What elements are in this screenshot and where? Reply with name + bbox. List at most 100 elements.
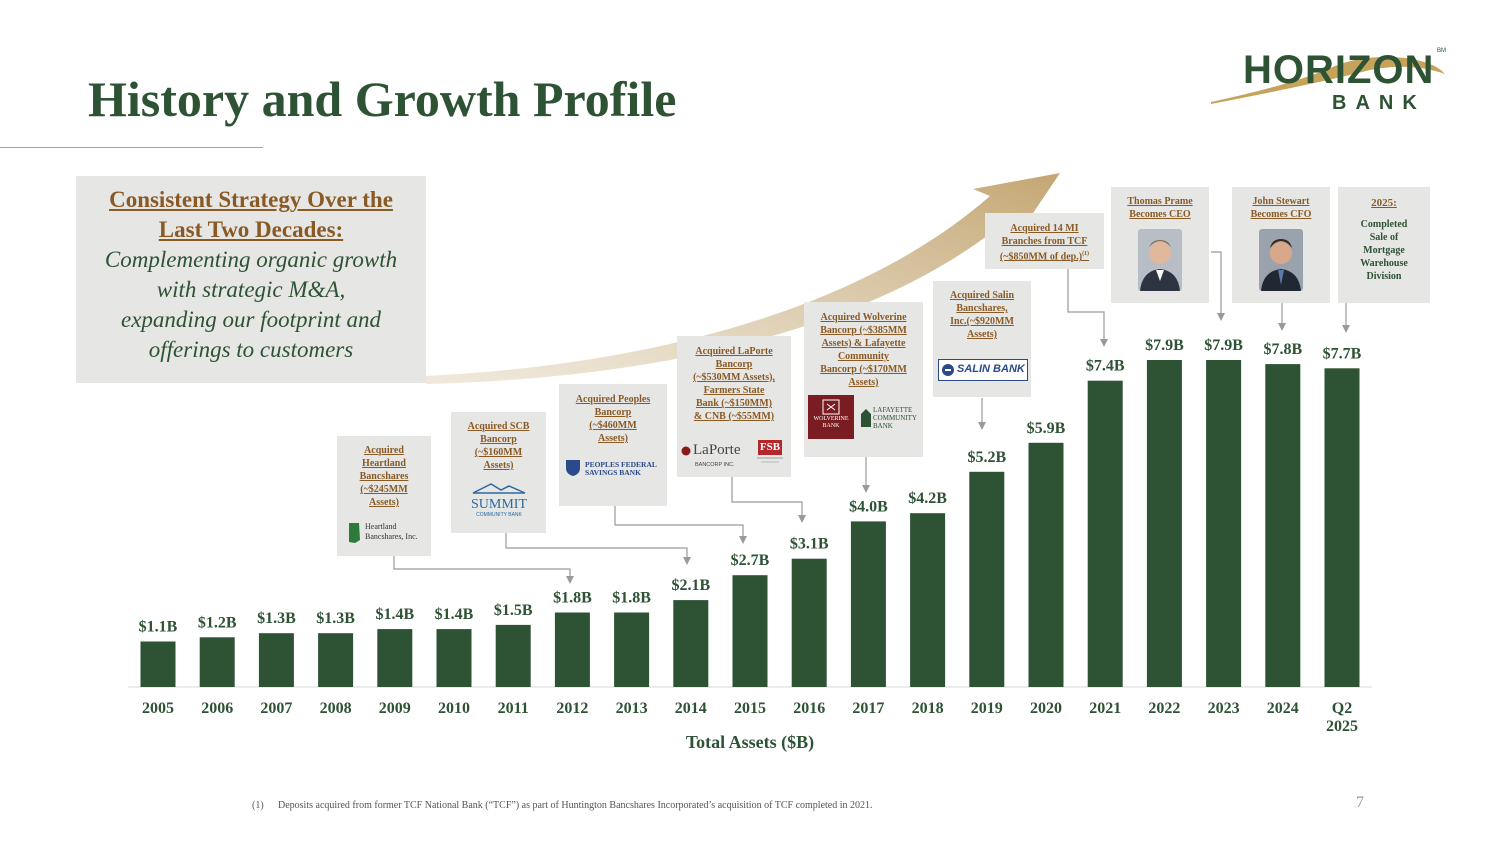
callout-line: John Stewart xyxy=(1252,196,1310,207)
callout-line: Assets) xyxy=(369,497,399,508)
callout-line: Assets) xyxy=(848,377,879,388)
bar-2012 xyxy=(554,612,590,687)
callout-scb: Acquired SCB Bancorp (~$160MM Assets) SU… xyxy=(451,412,546,533)
value-label: $1.5B xyxy=(494,602,533,619)
callout-text: Thomas Prame Becomes CEO xyxy=(1111,195,1209,221)
callout-text: Acquired Wolverine Bancorp (~$385MM Asse… xyxy=(804,311,923,389)
callout-line: Bancshares xyxy=(359,471,409,482)
value-label: $7.7B xyxy=(1323,345,1362,362)
callout-line: (~$530MM Assets), xyxy=(693,372,775,383)
strategy-heading-line-2: Last Two Decades: xyxy=(158,217,344,242)
value-label: $5.9B xyxy=(1027,420,1066,437)
x-tick-label: 2008 xyxy=(320,700,352,717)
callout-line: Bancorp xyxy=(480,434,517,445)
callout-line: Assets) xyxy=(483,460,514,471)
x-tick-label: 2007 xyxy=(260,700,292,717)
callout-line: (~$160MM xyxy=(474,447,523,458)
x-tick-label: 2015 xyxy=(734,700,766,717)
dot-icon xyxy=(681,446,691,456)
logo-text: PEOPLES FEDERAL xyxy=(585,460,657,469)
x-tick-label: 2013 xyxy=(616,700,648,717)
callout-line: Bancshares, xyxy=(956,303,1008,314)
x-tick-label: 2021 xyxy=(1089,700,1121,717)
value-label: $7.8B xyxy=(1263,341,1302,358)
callout-line-text: (~$850MM of dep.) xyxy=(999,251,1083,263)
callout-line: Bancorp (~$385MM xyxy=(820,325,907,336)
strategy-body-line-3: expanding our footprint and xyxy=(120,307,382,332)
callout-line: Bank (~$150MM) xyxy=(695,398,773,409)
x-tick-label: 2020 xyxy=(1030,700,1062,717)
value-label: $1.8B xyxy=(612,590,651,607)
x-tick-label: 2017 xyxy=(852,700,884,717)
callout-line: Assets) & Lafayette xyxy=(821,338,906,349)
callout-heading: 2025: xyxy=(1371,197,1397,209)
callout-line: Completed xyxy=(1360,219,1408,230)
bar-2013 xyxy=(614,612,650,687)
value-label: $1.4B xyxy=(435,606,474,623)
horizon-bank-logo: HORIZON BM BANK xyxy=(1205,44,1455,118)
callout-prame: Thomas Prame Becomes CEO xyxy=(1111,187,1209,303)
strategy-heading: Consistent Strategy Over the Last Two De… xyxy=(76,185,426,245)
callout-line: Heartland xyxy=(362,458,406,469)
value-label: $4.0B xyxy=(849,498,888,515)
x-axis-title: Total Assets ($B) xyxy=(686,732,814,753)
bar-2018 xyxy=(910,513,946,687)
callout-line: Branches from TCF xyxy=(1001,236,1088,247)
footnote-ref: (1) xyxy=(1082,251,1090,257)
lafayette-logo: LAFAYETTE COMMUNITY BANK xyxy=(860,406,922,436)
callout-line: Sale of xyxy=(1369,232,1399,243)
value-label: $7.4B xyxy=(1086,358,1125,375)
x-tick-label: Q2 xyxy=(1332,700,1352,717)
bar-2010 xyxy=(436,629,472,687)
callout-connectors xyxy=(393,242,1347,579)
logo-text: BANK xyxy=(873,422,893,430)
strategy-box: Consistent Strategy Over the Last Two De… xyxy=(76,176,426,383)
logo-text: SUMMIT xyxy=(470,497,527,512)
laporte-logo: LaPorte BANCORP INC. xyxy=(681,442,751,470)
logo-text: BANCORP INC. xyxy=(695,462,735,468)
salin-mark-icon xyxy=(942,364,954,376)
cfo-photo xyxy=(1259,229,1303,291)
value-label: $7.9B xyxy=(1145,337,1184,354)
bar-2017 xyxy=(850,521,886,687)
indiana-icon xyxy=(349,523,360,543)
logo-text: SAVINGS BANK xyxy=(585,468,641,477)
callout-warehouse: 2025: Completed Sale of Mortgage Warehou… xyxy=(1338,187,1430,303)
mountain-icon xyxy=(472,483,526,494)
x-tick-label: 2009 xyxy=(379,700,411,717)
callout-line: Acquired 14 MI xyxy=(1010,223,1079,234)
x-tick-label: 2005 xyxy=(142,700,174,717)
callout-line: (~$460MM xyxy=(589,420,637,431)
page-title: History and Growth Profile xyxy=(88,71,677,127)
callout-line: Acquired Peoples xyxy=(575,394,651,405)
value-label: $2.7B xyxy=(731,552,770,569)
bar-2020 xyxy=(1028,442,1064,687)
callout-line: Community xyxy=(837,351,890,362)
bar-2006 xyxy=(199,637,235,687)
logo-text: BANK xyxy=(822,423,840,429)
logo-swoosh-icon xyxy=(1211,57,1445,104)
strategy-heading-line-1: Consistent Strategy Over the xyxy=(109,187,393,212)
callout-text: Acquired LaPorte Bancorp (~$530MM Assets… xyxy=(677,345,791,423)
strategy-body: Complementing organic growth with strate… xyxy=(76,245,426,365)
value-label: $7.9B xyxy=(1204,337,1243,354)
x-tick-label: 2023 xyxy=(1208,700,1240,717)
bar-2005 xyxy=(140,641,176,687)
callout-salin: Acquired Salin Bancshares, Inc.(~$920MM … xyxy=(933,281,1031,397)
callout-text: John Stewart Becomes CFO xyxy=(1232,195,1330,221)
bar-2019 xyxy=(969,471,1005,687)
heartland-logo: Heartland Bancshares, Inc. xyxy=(347,522,427,546)
person-icon xyxy=(1261,239,1301,291)
footnote-text: Deposits acquired from former TCF Nation… xyxy=(278,800,873,811)
callout-tcf: Acquired 14 MI Branches from TCF (~$850M… xyxy=(985,213,1104,269)
x-tick-label: 2025 xyxy=(1326,718,1358,735)
logo-trademark: BM xyxy=(1437,48,1446,54)
bar-2021 xyxy=(1087,380,1123,687)
callout-line: Becomes CFO xyxy=(1250,209,1312,220)
callout-laporte: Acquired LaPorte Bancorp (~$530MM Assets… xyxy=(677,336,791,477)
callout-line: Assets) xyxy=(967,329,997,340)
logo-text: FSB xyxy=(757,440,783,455)
callout-line: Farmers State xyxy=(703,385,765,396)
callout-peoples: Acquired Peoples Bancorp (~$460MM Assets… xyxy=(559,384,667,506)
